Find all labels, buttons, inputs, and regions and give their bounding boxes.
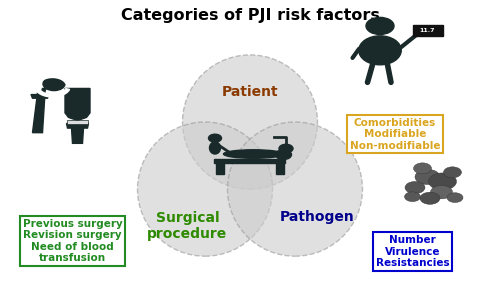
Ellipse shape xyxy=(359,36,401,65)
Polygon shape xyxy=(32,93,45,133)
Polygon shape xyxy=(65,88,90,120)
Polygon shape xyxy=(34,75,70,97)
FancyBboxPatch shape xyxy=(67,120,88,124)
Circle shape xyxy=(420,192,440,204)
Circle shape xyxy=(405,181,425,194)
Text: Previous surgery
Revision surgery
Need of blood
transfusion: Previous surgery Revision surgery Need o… xyxy=(22,219,122,263)
Circle shape xyxy=(428,173,456,190)
Circle shape xyxy=(279,144,293,153)
Ellipse shape xyxy=(138,122,272,256)
Text: 11.7: 11.7 xyxy=(420,28,435,33)
Text: Surgical
procedure: Surgical procedure xyxy=(148,210,228,241)
Polygon shape xyxy=(40,88,46,96)
Ellipse shape xyxy=(224,150,284,158)
Circle shape xyxy=(415,169,440,185)
Polygon shape xyxy=(66,124,88,143)
Circle shape xyxy=(414,163,432,174)
Circle shape xyxy=(366,17,394,34)
Circle shape xyxy=(43,77,65,91)
Ellipse shape xyxy=(210,142,220,154)
Ellipse shape xyxy=(228,122,362,256)
Polygon shape xyxy=(214,159,285,163)
Circle shape xyxy=(208,134,222,142)
Text: Comorbidities
Modifiable
Non-modifiable: Comorbidities Modifiable Non-modifiable xyxy=(350,118,440,151)
Circle shape xyxy=(444,167,462,178)
Polygon shape xyxy=(216,163,224,174)
Circle shape xyxy=(404,192,420,202)
Circle shape xyxy=(276,150,291,160)
Polygon shape xyxy=(31,95,49,98)
Text: Patient: Patient xyxy=(222,84,278,99)
Text: Number
Virulence
Resistancies: Number Virulence Resistancies xyxy=(376,235,450,268)
Text: Pathogen: Pathogen xyxy=(280,210,355,224)
FancyBboxPatch shape xyxy=(413,25,442,36)
Circle shape xyxy=(430,185,452,199)
Polygon shape xyxy=(276,163,283,174)
Ellipse shape xyxy=(182,55,318,189)
Circle shape xyxy=(447,193,463,203)
Text: Categories of PJI risk factors: Categories of PJI risk factors xyxy=(120,8,380,23)
